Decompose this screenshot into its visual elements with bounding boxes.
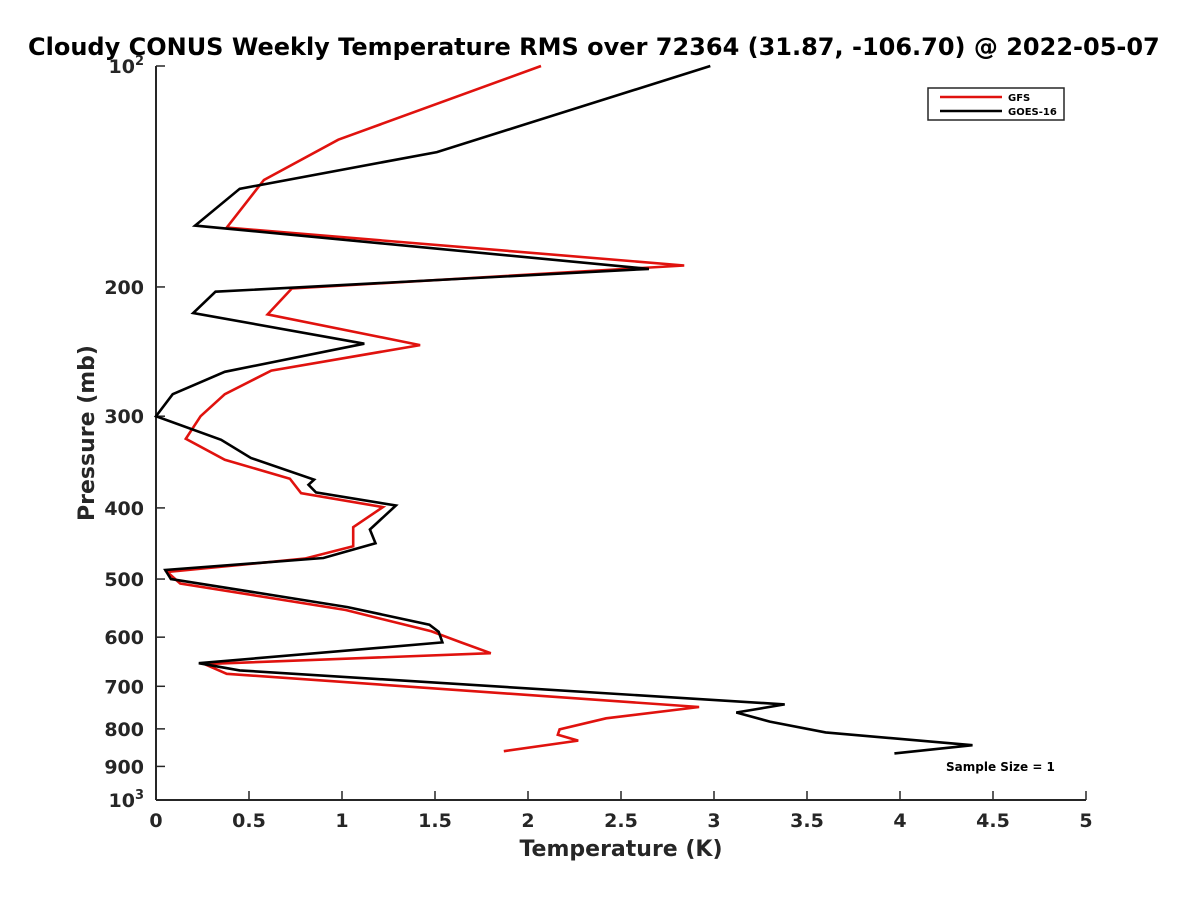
y-axis-label: Pressure (mb): [75, 345, 100, 521]
x-ticks: 0 0.5 1 1.5 2 2.5 3 3.5 4 4.5 5: [149, 791, 1093, 832]
x-tick-label: 1.5: [418, 810, 452, 832]
y-tick-label: 102: [109, 54, 145, 78]
legend: GFS GOES-16: [927, 87, 1065, 121]
x-tick-label: 1: [335, 810, 348, 832]
x-tick-label: 3: [707, 810, 720, 832]
y-tick-label: 300: [104, 406, 144, 428]
y-ticks: 102 200 300 400 500 600 700 800 900 103: [104, 54, 165, 812]
y-tick-label: 900: [104, 756, 144, 778]
x-tick-label: 4.5: [976, 810, 1010, 832]
x-tick-label: 5: [1079, 810, 1092, 832]
y-tick-label: 103: [109, 788, 145, 812]
legend-box: [927, 87, 1065, 121]
x-tick-label: 0.5: [232, 810, 266, 832]
y-tick-label: 500: [104, 569, 144, 591]
y-tick-label: 200: [104, 277, 144, 299]
x-tick-label: 4: [893, 810, 906, 832]
y-tick-label: 400: [104, 498, 144, 520]
x-tick-label: 2: [521, 810, 534, 832]
chart-title: Cloudy CONUS Weekly Temperature RMS over…: [28, 33, 1160, 61]
x-tick-label: 0: [149, 810, 162, 832]
series-line-goes16: [153, 64, 973, 755]
plot-axes: [155, 66, 1086, 801]
series-line-gfs: [164, 64, 700, 753]
y-tick-label: 800: [104, 719, 144, 741]
x-axis-label: Temperature (K): [519, 837, 722, 862]
legend-label-goes16: GOES-16: [1008, 107, 1057, 118]
x-tick-label: 2.5: [604, 810, 638, 832]
y-tick-label: 700: [104, 676, 144, 698]
series-layer: [153, 64, 973, 755]
x-tick-label: 3.5: [790, 810, 824, 832]
y-tick-label: 600: [104, 627, 144, 649]
sample-size-annotation: Sample Size = 1: [946, 760, 1055, 774]
legend-label-gfs: GFS: [1008, 93, 1030, 104]
